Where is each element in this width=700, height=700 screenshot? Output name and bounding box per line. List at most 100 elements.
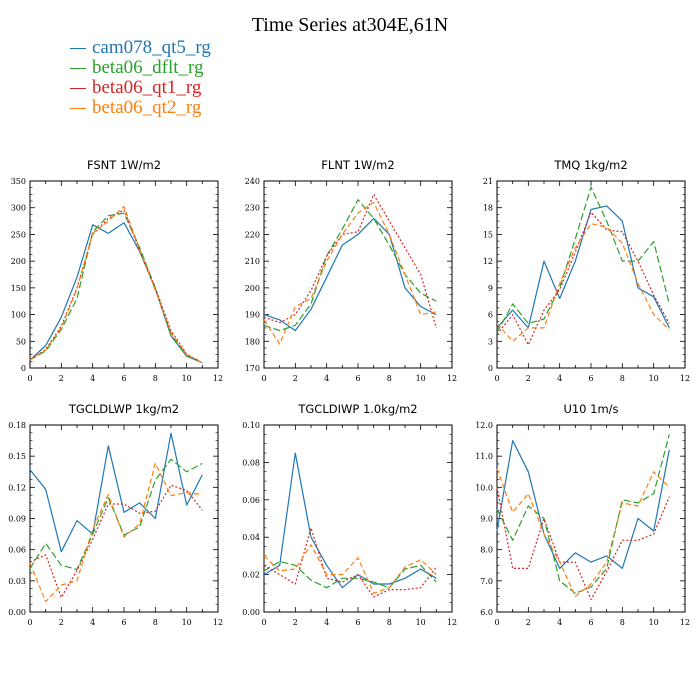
plot-frame (29, 180, 219, 369)
x-tick-label: 4 (90, 618, 95, 627)
series-line (496, 468, 670, 598)
plot-frame (263, 180, 453, 369)
series-line (263, 544, 437, 594)
series-line (29, 462, 203, 603)
y-tick-label: 190 (245, 311, 260, 320)
y-tick-label: 200 (245, 284, 260, 293)
x-tick-label: 0 (27, 618, 32, 627)
series-line (263, 527, 437, 598)
y-tick-label: 230 (245, 204, 260, 213)
y-tick-label: 200 (11, 257, 26, 266)
y-tick-label: 18 (483, 204, 493, 213)
y-tick-label: 9 (488, 284, 493, 293)
series-line (263, 217, 437, 332)
series-line (263, 193, 437, 329)
y-tick-label: 0 (21, 364, 26, 373)
legend-label: beta06_dflt_rg (92, 57, 204, 78)
y-tick-label: 220 (245, 230, 260, 239)
y-tick-label: 350 (11, 177, 26, 186)
y-tick-label: 0.08 (242, 458, 260, 467)
chart-panel: FLNT 1W/m2 0 2 4 6 8 10 12 170 180 190 200 210 220 230… (245, 158, 457, 383)
x-tick-label: 0 (27, 374, 32, 383)
x-tick-label: 10 (416, 618, 426, 627)
panel-title: TGCLDIWP 1.0kg/m2 (297, 402, 417, 416)
x-tick-label: 8 (387, 374, 392, 383)
y-tick-label: 250 (11, 230, 26, 239)
y-tick-label: 0.03 (8, 577, 26, 586)
y-tick-label: 240 (245, 177, 260, 186)
y-tick-label: 150 (11, 284, 26, 293)
y-tick-label: 15 (483, 230, 493, 239)
y-tick-label: 0.02 (242, 571, 260, 580)
x-tick-label: 10 (416, 374, 426, 383)
x-tick-label: 2 (59, 374, 64, 383)
x-tick-label: 4 (557, 374, 562, 383)
x-tick-label: 12 (213, 618, 223, 627)
y-tick-label: 21 (483, 177, 493, 186)
x-tick-label: 10 (182, 618, 192, 627)
x-tick-label: 8 (620, 374, 625, 383)
series-line (496, 211, 670, 346)
panel-title: TGCLDLWP 1kg/m2 (68, 402, 179, 416)
x-tick-label: 2 (293, 374, 298, 383)
y-tick-label: 0.12 (8, 483, 26, 492)
y-tick-label: 0.15 (8, 452, 26, 461)
x-tick-label: 2 (293, 618, 298, 627)
y-tick-label: 0.00 (242, 608, 260, 617)
legend-label: beta06_qt2_rg (92, 97, 202, 118)
x-tick-label: 0 (261, 374, 266, 383)
y-tick-label: 3 (488, 337, 493, 346)
x-tick-label: 6 (588, 374, 593, 383)
series-line (496, 186, 670, 333)
figure-title: Time Series at304E,61N (251, 14, 449, 36)
legend-swatch (70, 87, 86, 89)
series-line (263, 199, 437, 332)
x-tick-label: 8 (387, 618, 392, 627)
legend-swatch (70, 67, 86, 69)
chart-panel: TMQ 1kg/m2 0 2 4 6 8 10 12 0 3 6 9 12 15 18 21 (483, 158, 690, 383)
x-tick-label: 10 (182, 374, 192, 383)
x-tick-label: 0 (494, 374, 499, 383)
y-tick-label: 210 (245, 257, 260, 266)
y-tick-label: 0.06 (242, 496, 260, 505)
x-tick-label: 12 (447, 618, 457, 627)
y-tick-label: 0.10 (242, 421, 260, 430)
y-tick-label: 10.0 (475, 483, 493, 492)
x-tick-label: 4 (324, 618, 329, 627)
chart-panel: TGCLDIWP 1.0kg/m2 0 2 4 6 8 10 12 0.00 0.02 0.04 0.… (242, 402, 457, 627)
x-tick-label: 8 (153, 374, 158, 383)
x-tick-label: 10 (649, 374, 659, 383)
y-tick-label: 170 (245, 364, 260, 373)
panel-title: TMQ 1kg/m2 (553, 158, 627, 172)
series-line (263, 560, 437, 589)
y-tick-label: 0.06 (8, 546, 26, 555)
legend-item: beta06_qt1_rg (70, 78, 211, 98)
panel-title: FLNT 1W/m2 (321, 158, 394, 172)
y-tick-label: 0.04 (242, 533, 260, 542)
series-line (496, 440, 670, 570)
y-tick-label: 0.18 (8, 421, 26, 430)
panel-title: U10 1m/s (563, 402, 618, 416)
series-line (29, 206, 203, 364)
x-tick-label: 4 (557, 618, 562, 627)
y-tick-label: 300 (11, 204, 26, 213)
y-tick-label: 180 (245, 337, 260, 346)
x-tick-label: 8 (153, 618, 158, 627)
x-tick-label: 6 (121, 374, 126, 383)
x-tick-label: 0 (261, 618, 266, 627)
series-line (496, 434, 670, 594)
y-tick-label: 6 (488, 311, 493, 320)
series-line (496, 223, 670, 342)
x-tick-label: 2 (526, 618, 531, 627)
x-tick-label: 12 (680, 374, 690, 383)
x-tick-label: 0 (494, 618, 499, 627)
x-tick-label: 4 (324, 374, 329, 383)
legend-item: beta06_dflt_rg (70, 58, 211, 78)
x-tick-label: 6 (355, 618, 360, 627)
x-tick-label: 2 (526, 374, 531, 383)
series-line (496, 487, 670, 601)
x-tick-label: 12 (447, 374, 457, 383)
y-tick-label: 9.0 (480, 515, 493, 524)
series-line (496, 205, 670, 329)
x-tick-label: 4 (90, 374, 95, 383)
